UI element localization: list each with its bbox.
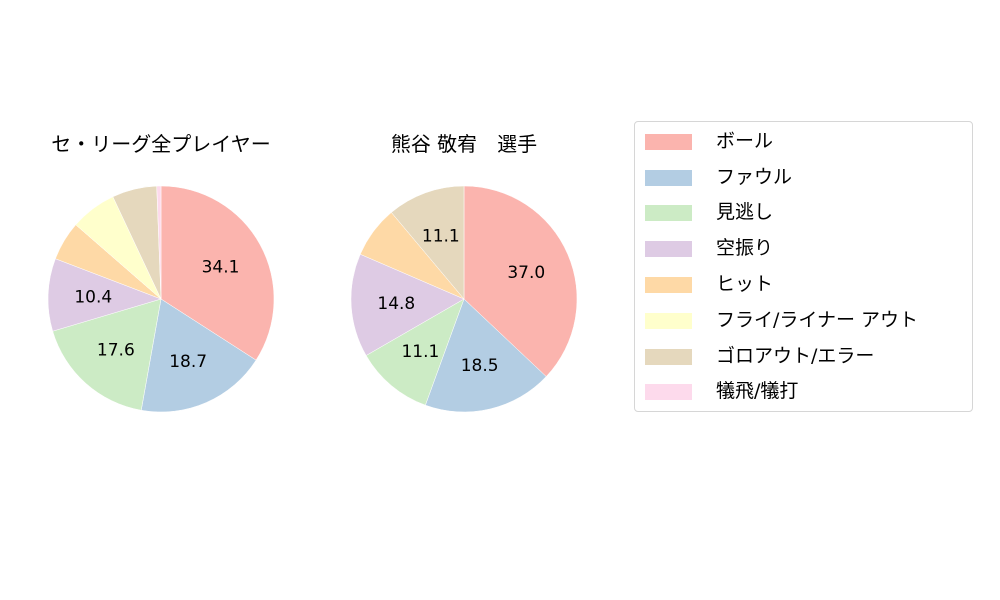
swatch-foul	[645, 170, 692, 186]
right-pie-title: 熊谷 敬宥 選手	[390, 132, 538, 156]
slice-value-label: 17.6	[97, 341, 135, 361]
pie-slice	[140, 298, 257, 413]
pie-slice	[463, 185, 578, 377]
legend-label: ファウル	[716, 166, 793, 188]
slice-value-label: 11.1	[422, 226, 460, 246]
slice-value-label: 18.5	[461, 356, 499, 376]
swatch-groundout-error	[645, 349, 692, 365]
pie-slice	[47, 258, 162, 332]
legend-label: 見逃し	[716, 201, 774, 223]
legend-item-foul: ファウル	[635, 165, 972, 189]
slice-value-label: 37.0	[507, 263, 545, 283]
legend-label: ボール	[716, 130, 774, 152]
legend: ボール ファウル 見逃し 空振り ヒット フライ/ライナー アウト ゴロアウト/…	[634, 121, 973, 412]
slice-value-label: 10.4	[74, 287, 112, 307]
legend-label: 犠飛/犠打	[716, 380, 799, 402]
swatch-fly-liner-out	[645, 313, 692, 329]
legend-label: ゴロアウト/エラー	[716, 345, 875, 367]
left-pie-title: セ・リーグ全プレイヤー	[51, 132, 271, 156]
legend-item-groundout-error: ゴロアウト/エラー	[635, 344, 972, 368]
swatch-swinging-strike	[645, 241, 692, 257]
slice-value-label: 34.1	[202, 258, 240, 278]
swatch-sacrifice	[645, 384, 692, 400]
slice-value-label: 11.1	[401, 342, 439, 362]
swatch-called-strike	[645, 205, 692, 221]
swatch-hit	[645, 277, 692, 293]
pie-slice	[425, 298, 547, 413]
slice-value-label: 14.8	[377, 294, 415, 314]
swatch-ball	[645, 134, 692, 150]
pie-slice	[350, 253, 465, 356]
pie-slice	[52, 298, 162, 411]
legend-label: 空振り	[716, 237, 774, 259]
legend-item-swinging-strike: 空振り	[635, 236, 972, 260]
pie-slice	[365, 298, 465, 406]
legend-item-hit: ヒット	[635, 272, 972, 296]
pie-slice	[156, 185, 162, 300]
legend-item-sacrifice: 犠飛/犠打	[635, 379, 972, 403]
slice-value-label: 18.7	[169, 352, 207, 372]
legend-label: フライ/ライナー アウト	[716, 309, 919, 331]
legend-item-called-strike: 見逃し	[635, 200, 972, 224]
legend-item-ball: ボール	[635, 129, 972, 153]
pie-slice	[391, 185, 465, 300]
pie-slice	[160, 185, 275, 361]
legend-item-fly-liner-out: フライ/ライナー アウト	[635, 308, 972, 332]
legend-label: ヒット	[716, 273, 774, 295]
